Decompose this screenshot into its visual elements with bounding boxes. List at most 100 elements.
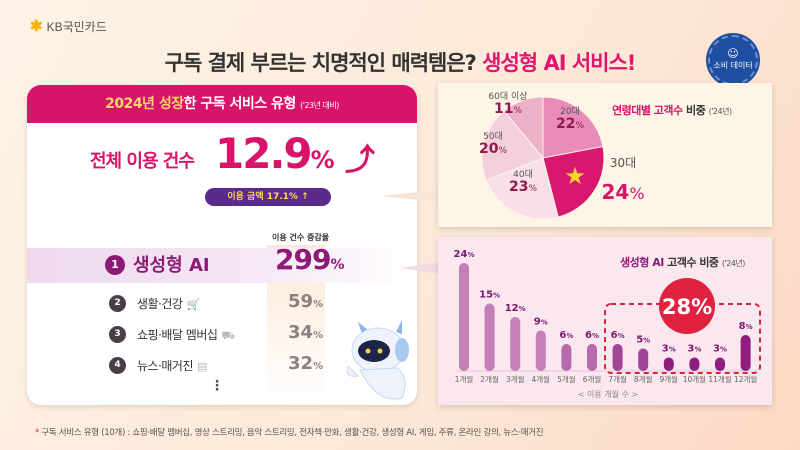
pie-title-a: 연령대별 고객수 [612, 104, 683, 117]
bar-value-label: 6% [585, 330, 599, 341]
cart-icon: 🛒 [186, 298, 200, 311]
header-year: 2024년 [105, 96, 159, 112]
growth-card-header: 2024년 성장한 구독 서비스 유형 ('23년 대비) [27, 85, 417, 123]
badge-label: 소비 데이터 [713, 61, 753, 70]
delivery-icon: ⛟ [221, 329, 235, 342]
header-growth: 성장 [158, 96, 184, 112]
bar-value-label: 24% [454, 249, 475, 260]
row-name-wrap: 쇼핑·배달 멤버십 ⛟ [137, 326, 235, 344]
bar [612, 344, 623, 371]
header-rest: 한 구독 서비스 유형 [183, 96, 301, 112]
row-value: 299% [275, 243, 344, 276]
ai-bar-card: 생성형 AI 고객수 비중 ('24년) 24% 1개월 15% 2개월 12% 3개월 9… [438, 237, 772, 405]
pie-slice [542, 145, 605, 218]
bar-value-label: 9% [534, 317, 548, 328]
row-value-number: 34 [288, 322, 314, 343]
bar-title-sub: ('24년) [721, 259, 745, 268]
bar-value-unit: % [566, 332, 573, 340]
bar-category-label: 8개월 [634, 374, 653, 384]
age-pie-card: 연령대별 고객수 비중 ('24년) 20대 22% 30대 24% 40대 23% 50대… [438, 83, 772, 227]
pie-unit: % [513, 106, 522, 116]
bar-category-label: 1개월 [455, 374, 474, 384]
pie-unit: % [575, 121, 584, 131]
pie-unit: % [629, 184, 644, 203]
bar [561, 344, 572, 371]
pie-unit: % [528, 184, 537, 194]
bar-value-unit: % [541, 319, 548, 327]
robot-mascot [346, 320, 409, 400]
bar-value-unit: % [618, 332, 625, 340]
bar [459, 263, 469, 371]
pie-label: 40대 [513, 169, 533, 180]
row-name-wrap: 생활·건강 🛒 [137, 295, 200, 312]
bar-value-label: 15% [479, 290, 500, 301]
bar-value-unit: % [467, 251, 474, 259]
total-unit: % [310, 146, 335, 174]
row-name: 생성형 AI [133, 255, 210, 276]
bar-value-label: 6% [611, 330, 625, 341]
header-sub: ('23년 대비) [300, 101, 339, 110]
bar [689, 357, 700, 371]
row-name: 쇼핑·배달 멤버십 [137, 328, 218, 342]
bar-category-label: 3개월 [506, 374, 525, 384]
bar-title-a: 생성형 AI [620, 256, 664, 269]
bar-value-unit: % [493, 292, 500, 300]
bar-category-label: 11개월 [708, 374, 731, 384]
kb-logo: ✱ KB국민카드 [30, 17, 107, 35]
pie-label: 60대 이상 [488, 91, 527, 102]
bar-value-unit: % [519, 305, 526, 313]
star-icon: ★ [564, 162, 586, 190]
row-value-unit: % [330, 257, 344, 273]
row-value-number: 59 [288, 291, 314, 312]
bar-value-label: 3% [713, 344, 727, 355]
row-name-wrap: 뉴스·매거진 ▤ [137, 357, 207, 374]
x-axis-label: < 이용 개월 수 > [578, 389, 638, 399]
pie-label: 30대 [610, 156, 636, 170]
kb-star-icon: ✱ [30, 18, 43, 35]
rank-badge: 1 [105, 255, 125, 275]
callout-tail [400, 262, 440, 274]
growth-card: 2024년 성장한 구독 서비스 유형 ('23년 대비) 전체 이용 건수 1… [27, 85, 417, 405]
row-name: 생활·건강 [137, 297, 183, 311]
bar-value-unit: % [669, 346, 676, 354]
rank-badge: 3 [109, 326, 126, 343]
bar-value-label: 12% [505, 303, 526, 314]
newspaper-icon: ▤ [197, 360, 207, 373]
bar-title-b: 고객수 비중 [663, 256, 719, 269]
callout-tail [380, 190, 438, 202]
bar-value-label: 8% [739, 321, 753, 332]
bar-value-unit: % [720, 346, 727, 354]
bar [510, 317, 521, 371]
pie-label: 20대 [560, 106, 580, 117]
pie-slice [542, 96, 604, 159]
pie-title: 연령대별 고객수 비중 ('24년) [612, 102, 732, 118]
pie-title-sub: ('24년) [708, 107, 732, 116]
bar-value-unit: % [746, 323, 753, 331]
pie-label: 50대 [483, 131, 503, 142]
footnote-text: 구독 서비스 유형 (10개) : 쇼핑·배달 멤버십, 영상 스트리밍, 음악… [38, 428, 544, 438]
consumer-data-badge: ☺ 소비 데이터 [708, 35, 758, 85]
pie-value: 24% [601, 180, 644, 204]
row-value-number: 299 [275, 243, 331, 276]
pie-unit: % [498, 146, 507, 156]
bar [663, 357, 674, 371]
row-value: 34% [288, 322, 323, 343]
title-main: 구독 결제 부르는 치명적인 매력템은? [164, 51, 483, 75]
footnote: * 구독 서비스 유형 (10개) : 쇼핑·배달 멤버십, 영상 스트리밍, … [35, 426, 544, 438]
bar [535, 330, 546, 371]
bar-category-label: 6개월 [583, 374, 602, 384]
bar-category-label: 9개월 [660, 374, 679, 384]
bar [484, 303, 495, 371]
bar-category-label: 7개월 [608, 374, 627, 384]
highlight-total-label: 28% [662, 295, 712, 319]
bar-category-label: 5개월 [557, 374, 576, 384]
bar [638, 348, 649, 371]
rank-badge: 4 [109, 357, 126, 374]
bar-value-label: 3% [687, 344, 701, 355]
total-number: 12.9 [215, 129, 313, 178]
bar-value-label: 5% [636, 335, 650, 346]
highlight-total-circle [659, 278, 715, 334]
bar-value-unit: % [643, 337, 650, 345]
row-value-unit: % [313, 299, 324, 310]
bar-category-label: 10개월 [683, 374, 706, 384]
